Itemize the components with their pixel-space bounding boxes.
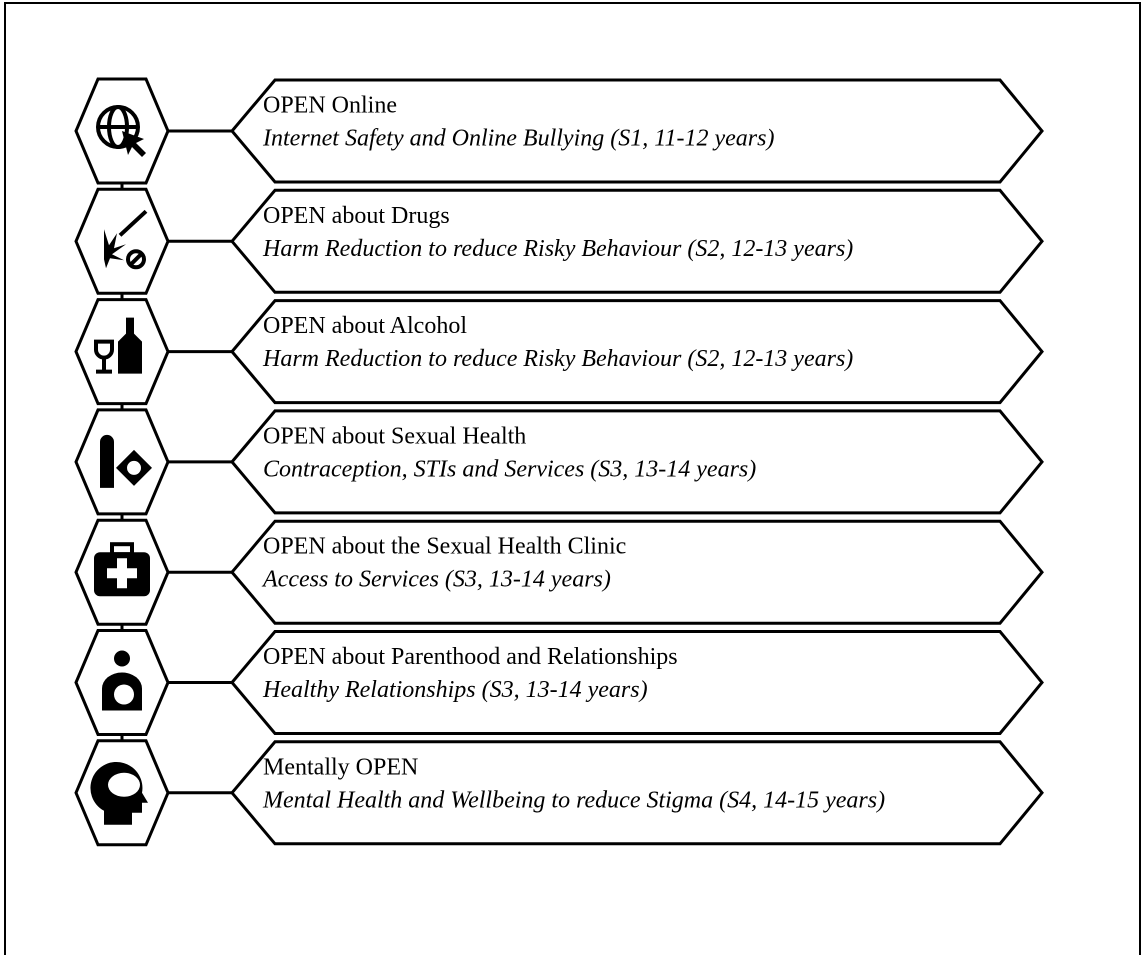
hexagon: [74, 187, 170, 295]
item: OPEN about Sexual Health Contraception, S…: [74, 408, 1044, 516]
item-title: OPEN about the Sexual Health Clinic: [263, 534, 626, 560]
icon-cross: [107, 558, 137, 589]
banner: [230, 78, 1044, 184]
item-title: OPEN about Sexual Health: [263, 423, 526, 449]
icon-cursor: [122, 131, 146, 157]
item: Mentally OPEN Mental Health and Wellbeing…: [74, 739, 1044, 847]
icon-brain: [108, 772, 140, 797]
item-subtitle: Healthy Relationships (S3, 13-14 years): [262, 677, 648, 703]
banner: [230, 740, 1044, 846]
item-subtitle: Mental Health and Wellbeing to reduce St…: [262, 787, 885, 813]
item-title: OPEN about Alcohol: [263, 313, 467, 339]
item-title: Mentally OPEN: [263, 754, 418, 780]
banner: [230, 519, 1044, 625]
icon-syringe: [118, 209, 148, 237]
item-title: OPEN about Parenthood and Relationships: [263, 644, 678, 670]
item: OPEN about Alcohol Harm Reduction to redu…: [74, 298, 1044, 406]
item-subtitle: Contraception, STIs and Services (S3, 13…: [263, 456, 756, 482]
item-subtitle: Harm Reduction to reduce Risky Behaviour…: [262, 236, 853, 262]
item: OPEN about Parenthood and Relationships H…: [74, 629, 1044, 736]
icon-pill: [129, 252, 143, 266]
icon-pill: [126, 249, 146, 270]
icon-kit: [110, 542, 134, 557]
item-title: OPEN Online: [263, 93, 397, 119]
banner: [230, 188, 1044, 294]
item-subtitle: Access to Services (S3, 13-14 years): [261, 567, 611, 593]
banner: [230, 409, 1044, 515]
item: OPEN Online Internet Safety and Online Bu…: [74, 77, 1044, 185]
icon-bottle: [118, 317, 142, 374]
item-subtitle: Harm Reduction to reduce Risky Behaviour…: [262, 346, 853, 372]
item-subtitle: Internet Safety and Online Bullying (S1,…: [262, 126, 774, 152]
banner: [230, 630, 1044, 735]
icon-child: [114, 684, 134, 705]
item-title: OPEN about Drugs: [263, 203, 450, 229]
item: OPEN about the Sexual Health Clinic Acces…: [74, 518, 1044, 626]
frame: [4, 2, 1141, 955]
icon-diamond: [125, 458, 143, 477]
banner: [230, 299, 1044, 405]
icon-leaf: [104, 229, 126, 269]
icon-head: [114, 650, 130, 667]
icon-condom: [100, 434, 114, 488]
item: OPEN about Drugs Harm Reduction to reduce…: [74, 187, 1044, 295]
icon-glass: [94, 339, 114, 374]
